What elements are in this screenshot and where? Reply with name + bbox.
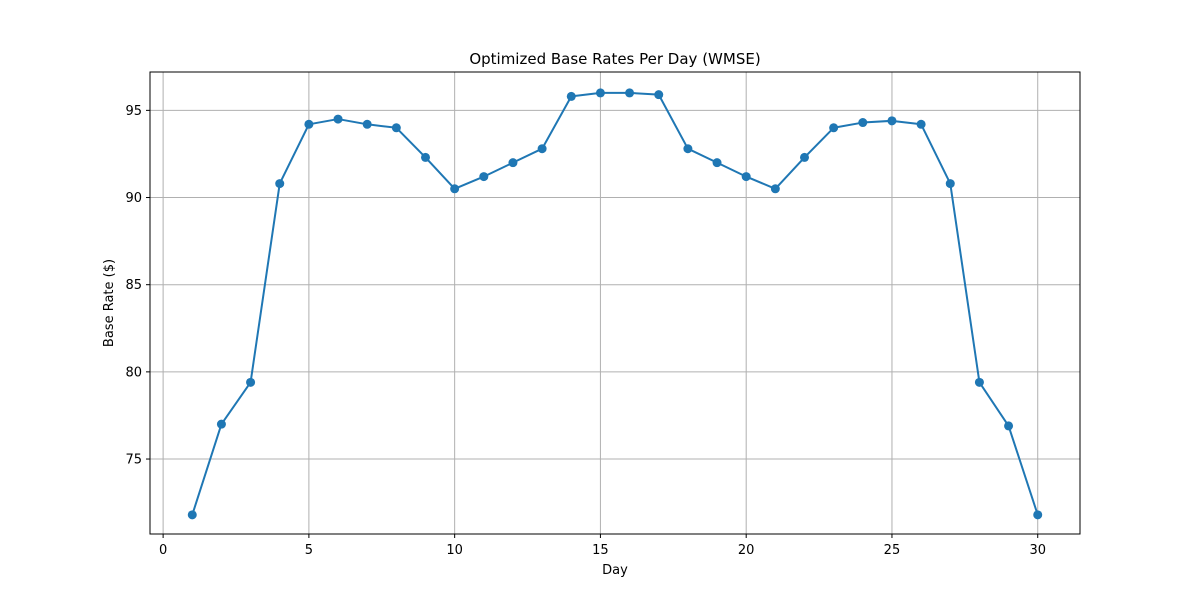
y-tick-label: 90 <box>125 191 142 206</box>
data-point-marker <box>479 172 489 182</box>
data-point-marker <box>421 152 431 162</box>
chart-title: Optimized Base Rates Per Day (WMSE) <box>469 50 760 68</box>
data-point-marker <box>333 114 343 124</box>
data-point-marker <box>508 158 518 168</box>
data-point-marker <box>625 88 635 98</box>
series-line <box>191 91 1039 516</box>
y-axis-label: Base Rate ($) <box>102 259 117 347</box>
data-series <box>187 88 1043 520</box>
axis-ticks: 0 5 10 15 20 25 30 75 80 85 90 95 <box>125 104 1046 558</box>
data-point-marker <box>741 172 751 182</box>
data-point-marker <box>654 90 664 100</box>
data-point-marker <box>216 419 226 429</box>
y-tick-label: 95 <box>125 104 142 119</box>
y-tick-label: 80 <box>125 365 142 380</box>
data-point-marker <box>595 88 605 98</box>
data-point-marker <box>537 144 547 154</box>
x-tick-label: 20 <box>738 543 755 558</box>
x-tick-label: 10 <box>446 543 463 558</box>
data-point-marker <box>566 91 576 101</box>
data-point-marker <box>799 152 809 162</box>
data-point-marker <box>1004 421 1014 431</box>
y-tick-label: 85 <box>125 278 142 293</box>
data-point-marker <box>858 118 868 128</box>
plot-area-frame <box>149 71 1081 535</box>
y-tick-label: 75 <box>125 453 142 468</box>
data-point-marker <box>916 119 926 129</box>
x-axis-label: Day <box>602 563 628 578</box>
data-point-marker <box>450 184 460 194</box>
data-point-marker <box>712 158 722 168</box>
data-point-marker <box>829 123 839 133</box>
x-tick-label: 30 <box>1029 543 1046 558</box>
data-point-marker <box>887 116 897 126</box>
x-tick-label: 15 <box>592 543 609 558</box>
data-point-marker <box>246 377 256 387</box>
x-tick-label: 0 <box>159 543 167 558</box>
grid <box>150 72 1080 534</box>
data-point-marker <box>304 119 314 129</box>
data-point-marker <box>945 179 955 189</box>
data-point-marker <box>362 119 372 129</box>
data-point-marker <box>683 144 693 154</box>
data-point-marker <box>770 184 780 194</box>
data-point-marker <box>275 179 285 189</box>
x-tick-label: 5 <box>305 543 313 558</box>
data-point-marker <box>1033 510 1043 520</box>
x-tick-label: 25 <box>884 543 901 558</box>
data-point-marker <box>187 510 197 520</box>
data-point-marker <box>974 377 984 387</box>
data-point-marker <box>391 123 401 133</box>
